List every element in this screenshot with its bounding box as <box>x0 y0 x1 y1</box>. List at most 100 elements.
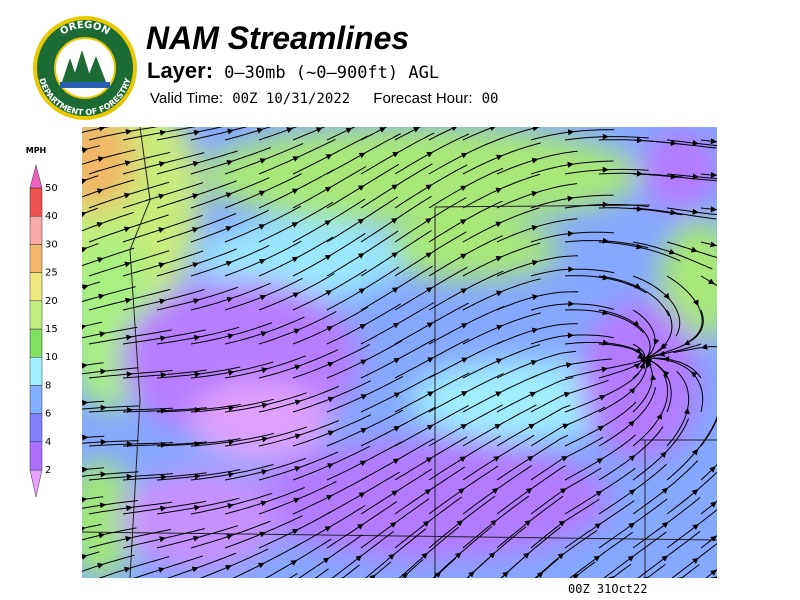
stream-arrow <box>645 358 652 365</box>
stream-arrow <box>324 220 332 226</box>
stream-arrow <box>710 535 717 542</box>
stream-arrow <box>646 361 652 368</box>
stream-arrow <box>608 576 615 578</box>
stream-arrow <box>391 184 399 191</box>
stream-arrow <box>602 166 609 173</box>
stream-arrow <box>692 208 699 215</box>
stream-arrow <box>490 520 497 527</box>
stream-arrow <box>82 363 88 369</box>
stream-arrow <box>98 293 105 300</box>
stream-arrow <box>82 178 87 185</box>
stream-arrow <box>124 566 131 573</box>
stream-arrow <box>327 430 335 437</box>
stream-arrow <box>226 296 234 303</box>
stream-arrow <box>490 127 496 131</box>
stream-arrow <box>670 140 677 146</box>
stream-arrow <box>656 413 662 420</box>
stream-arrow <box>593 555 601 562</box>
stream-arrow <box>425 457 433 463</box>
stream-arrow <box>636 170 643 177</box>
stream-arrow <box>389 522 397 528</box>
stream-arrow <box>291 256 299 263</box>
stream-arrow <box>596 458 604 464</box>
stream-arrow <box>261 436 269 443</box>
valid-time-value: 00Z 10/31/2022 <box>232 91 350 107</box>
stream-arrow <box>260 500 268 507</box>
stream-arrow <box>461 357 468 363</box>
layer-label: Layer: <box>147 58 213 83</box>
stream-arrow <box>460 185 467 192</box>
scale-tick-label: 20 <box>45 296 58 307</box>
stream-arrow <box>125 129 132 135</box>
stream-arrow <box>496 290 503 297</box>
stream-arrow <box>360 359 367 365</box>
stream-arrow <box>496 324 503 331</box>
stream-arrow <box>710 569 717 576</box>
stream-arrow <box>421 552 428 559</box>
stream-arrow <box>709 466 716 473</box>
stream-arrow <box>290 560 298 566</box>
stream-arrow <box>96 222 104 228</box>
stream-arrow <box>360 428 368 434</box>
stream-arrow <box>281 580 288 586</box>
stream-arrow <box>568 300 575 307</box>
stream-arrow <box>228 405 235 412</box>
stream-arrow <box>599 395 606 401</box>
stream-arrow <box>413 127 420 133</box>
stream-arrow <box>82 554 88 560</box>
stream-arrow <box>225 565 232 571</box>
scale-tick-label: 6 <box>45 409 51 420</box>
stream-arrow <box>642 576 650 578</box>
stream-arrow <box>527 455 534 462</box>
scale-tick-label: 15 <box>45 324 58 335</box>
stream-arrow <box>227 503 234 509</box>
stream-arrow <box>160 505 167 512</box>
stream-arrow <box>427 357 434 363</box>
svg-text:OREGON: OREGON <box>58 20 111 38</box>
stream-arrow <box>345 127 353 134</box>
stream-arrow <box>82 211 87 218</box>
stream-arrow <box>228 369 235 376</box>
forecast-hour-label: Forecast Hour: <box>373 90 472 107</box>
stream-arrow <box>393 357 401 364</box>
stream-arrow <box>192 161 200 167</box>
stream-arrow <box>294 399 302 406</box>
stream-arrow <box>359 460 367 467</box>
stream-arrow <box>692 173 699 180</box>
stream-arrow <box>460 152 468 159</box>
stream-arrow <box>97 257 104 263</box>
stream-arrow <box>82 399 89 406</box>
stream-arrow <box>357 218 365 225</box>
scale-tick-label: 4 <box>45 437 51 448</box>
stream-arrow <box>661 487 669 494</box>
stream-arrow <box>360 394 368 400</box>
stream-arrow <box>495 187 503 194</box>
stream-arrow <box>393 426 401 432</box>
stream-arrow <box>460 253 467 260</box>
stream-arrow <box>227 128 234 135</box>
stream-arrow <box>160 335 167 342</box>
stream-arrow <box>158 193 165 200</box>
stream-arrow <box>597 425 605 432</box>
stream-arrow <box>159 536 166 543</box>
stream-arrow <box>530 359 538 366</box>
scale-bin <box>29 441 43 471</box>
stream-arrow <box>636 243 643 250</box>
scale-bin <box>29 300 43 330</box>
stream-arrow <box>531 190 538 197</box>
stream-arrow <box>424 489 432 495</box>
stream-arrow <box>459 456 467 463</box>
stream-arrow <box>495 391 502 397</box>
stream-arrow <box>126 371 133 378</box>
stream-arrow <box>710 501 717 508</box>
stream-arrow <box>658 350 665 357</box>
stream-arrow <box>531 157 539 164</box>
stream-arrow <box>327 396 335 403</box>
stream-arrow <box>158 567 165 573</box>
stream-arrow <box>192 193 199 200</box>
stream-arrow <box>258 190 266 197</box>
stream-arrow <box>434 571 442 578</box>
stream-arrow <box>125 297 132 304</box>
scale-bin <box>29 385 43 414</box>
stream-arrow <box>562 423 569 430</box>
